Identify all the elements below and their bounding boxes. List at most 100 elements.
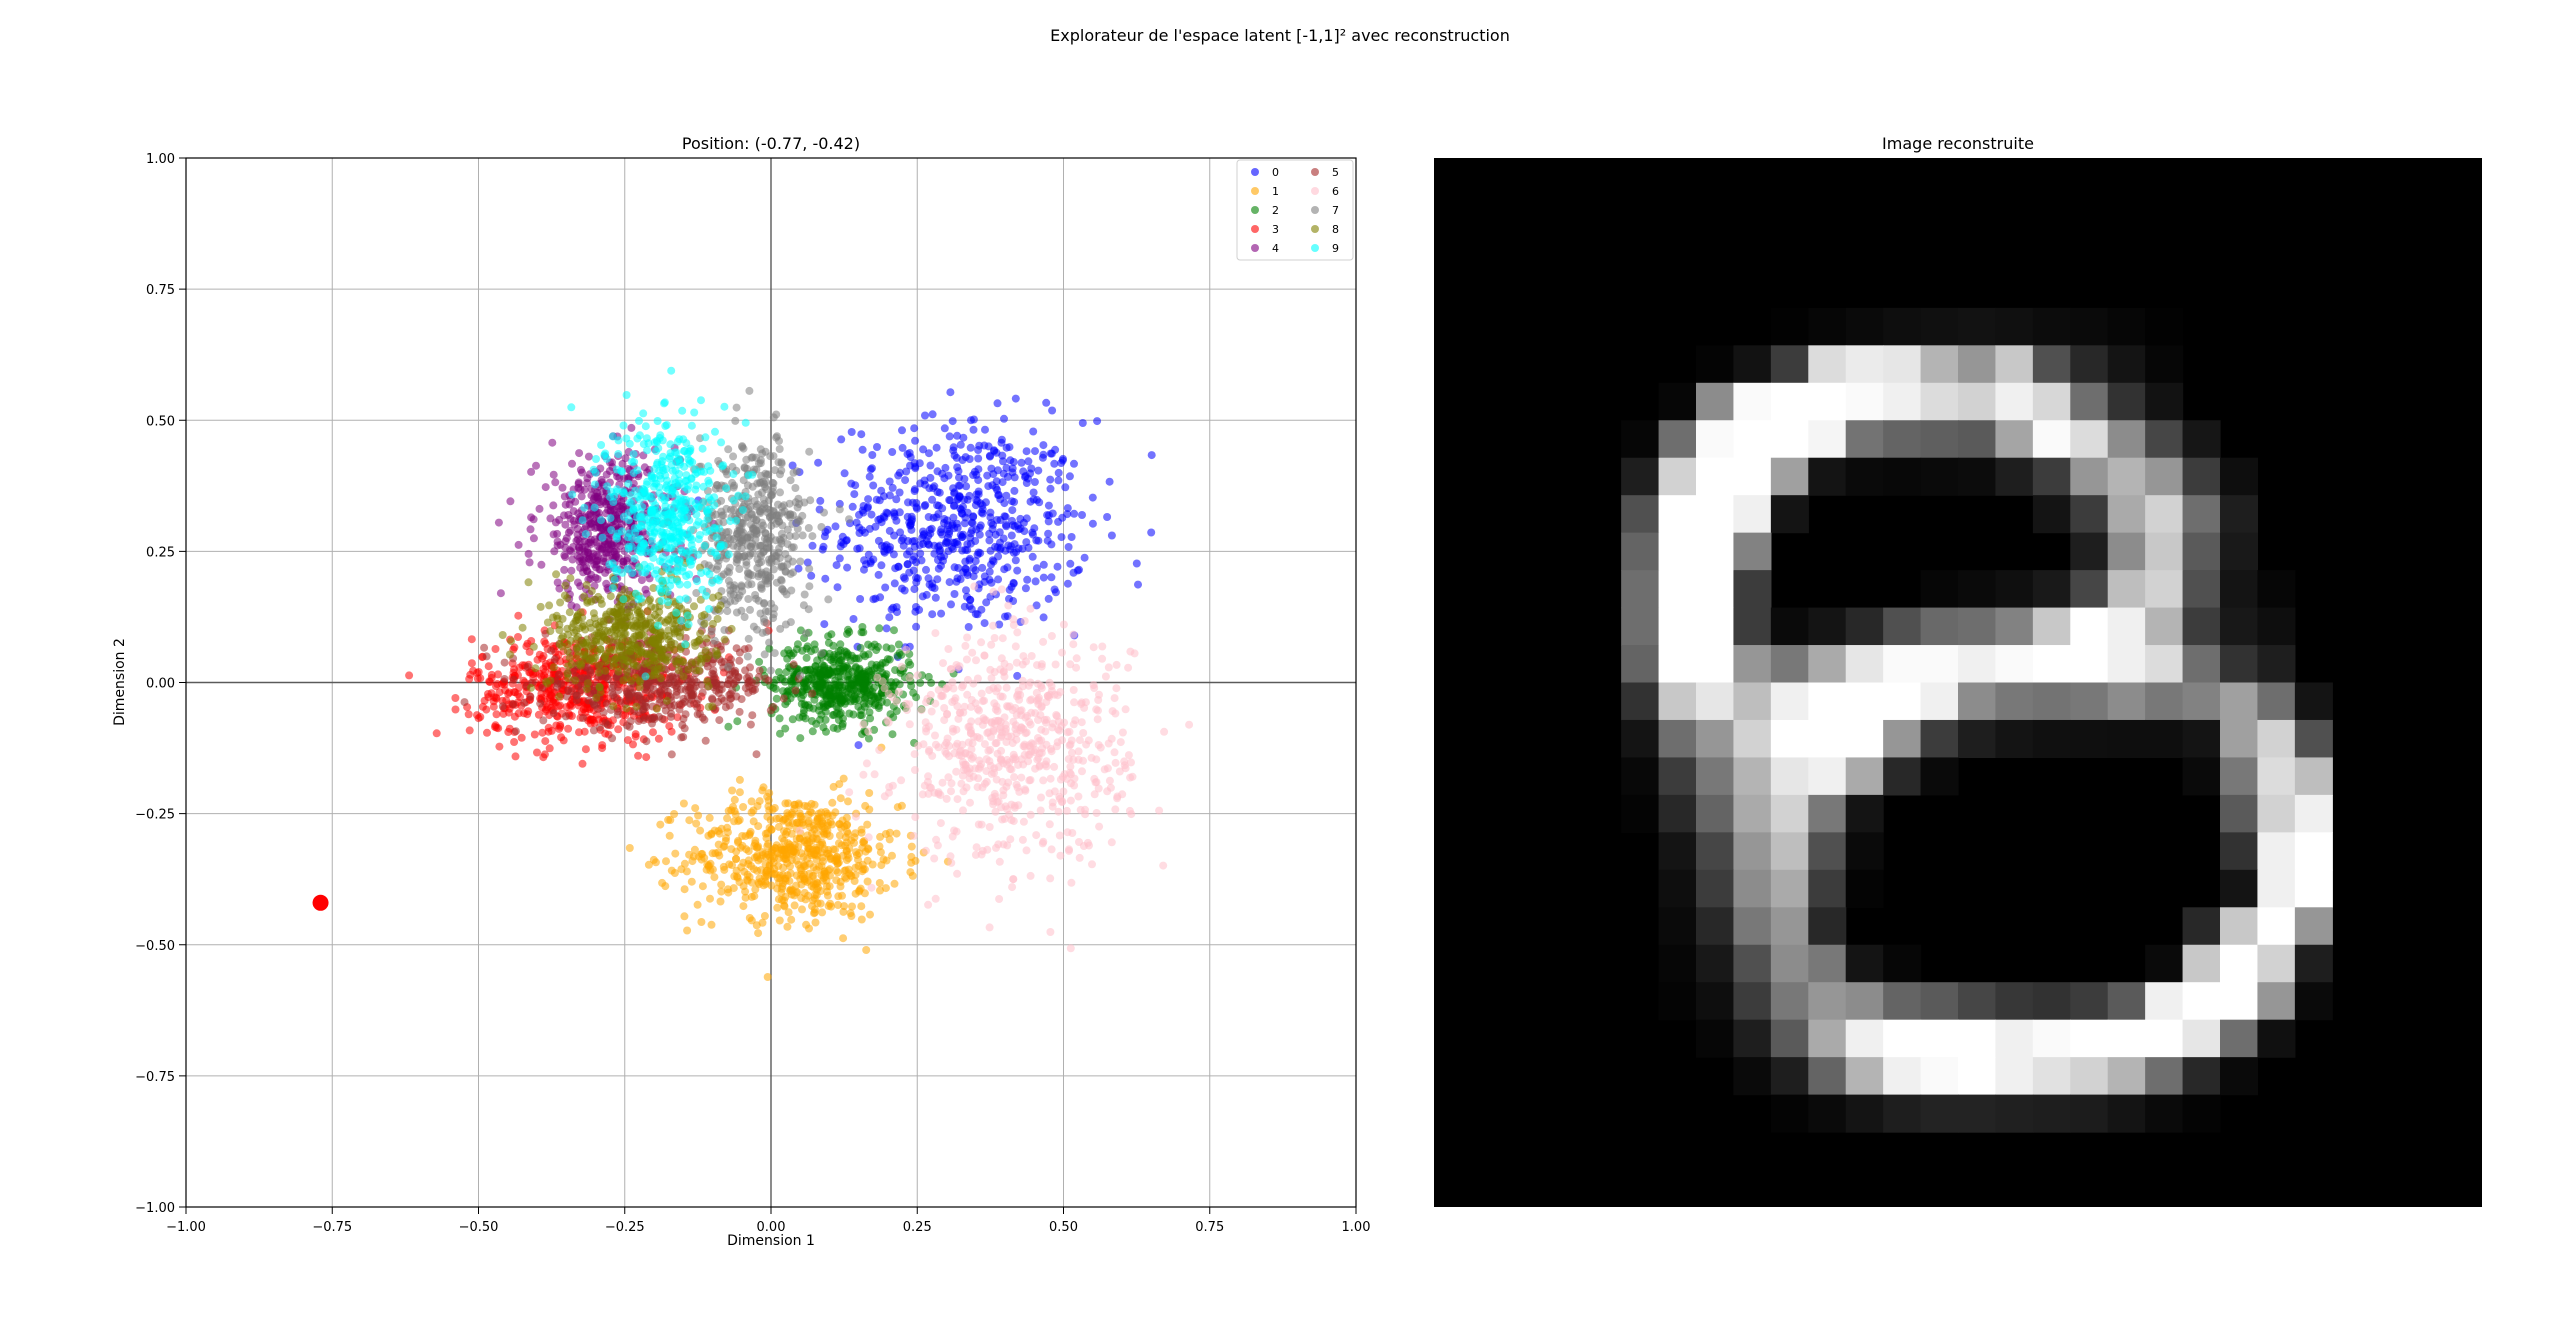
point-digit-1 [730,795,739,804]
point-digit-8 [708,619,717,628]
point-digit-8 [676,632,684,641]
point-digit-2 [801,666,810,675]
point-digit-1 [778,896,786,905]
point-digit-5 [755,666,764,675]
point-digit-0 [1044,501,1053,510]
point-digit-1 [841,873,849,882]
point-digit-0 [1032,536,1041,545]
point-digit-0 [978,563,987,572]
point-digit-0 [899,541,908,550]
point-digit-8 [587,587,596,595]
point-digit-6 [1092,809,1101,817]
point-digit-1 [812,866,821,874]
point-digit-7 [824,595,833,604]
point-digit-0 [1132,559,1141,568]
point-digit-0 [1147,451,1156,460]
point-digit-0 [1044,594,1053,603]
scatter-axes[interactable]: −1.00 −0.75 −0.50 −0.25 0.00 0.25 0.50 0.75 1.00… [112,134,1370,1249]
point-digit-1 [761,829,770,838]
point-digit-2 [897,650,906,659]
point-digit-0 [1057,459,1066,467]
point-digit-4 [567,601,576,610]
point-digit-0 [1078,511,1086,519]
point-digit-6 [974,774,983,783]
point-digit-6 [1121,705,1130,714]
point-digit-0 [843,563,852,572]
point-digit-6 [992,843,1000,852]
point-digit-0 [803,558,812,567]
point-digit-0 [985,536,994,545]
point-digit-2 [866,714,875,723]
point-digit-2 [788,715,797,724]
point-digit-3 [598,741,607,750]
point-digit-8 [606,592,615,601]
point-digit-0 [1022,538,1031,547]
point-digit-1 [907,842,916,851]
point-digit-6 [1047,747,1056,756]
point-digit-0 [1006,456,1015,465]
point-digit-7 [732,608,741,617]
point-digit-2 [808,727,817,736]
point-digit-0 [963,495,972,504]
point-digit-1 [741,893,750,902]
point-digit-7 [791,532,800,541]
point-digit-8 [613,603,622,612]
point-digit-1 [828,811,837,820]
point-digit-0 [1017,458,1026,467]
point-digit-6 [1066,796,1075,805]
point-digit-0 [1147,528,1156,537]
scatter-points [405,366,1194,981]
point-digit-1 [776,843,785,852]
point-digit-8 [546,627,555,636]
point-digit-7 [751,542,760,551]
point-digit-6 [905,673,914,682]
point-digit-1 [893,803,902,812]
point-digit-1 [863,877,872,886]
point-digit-6 [1020,750,1029,759]
point-digit-0 [920,502,929,510]
point-digit-6 [924,772,933,781]
point-digit-6 [973,733,982,741]
point-digit-1 [784,908,793,917]
point-digit-2 [821,707,830,716]
point-digit-0 [1088,519,1097,528]
point-digit-0 [928,410,937,419]
point-digit-1 [765,824,774,832]
point-digit-1 [835,839,843,848]
point-digit-8 [664,616,673,625]
point-digit-6 [944,645,953,653]
point-digit-1 [690,845,699,854]
point-digit-3 [487,670,496,679]
point-digit-6 [1077,698,1086,707]
point-digit-1 [775,916,784,925]
point-digit-2 [796,734,805,743]
point-digit-4 [593,556,602,565]
point-digit-5 [737,695,746,704]
point-digit-0 [1008,468,1017,477]
point-digit-6 [950,696,959,705]
point-digit-0 [952,453,961,462]
point-digit-7 [770,604,779,613]
point-digit-1 [688,857,697,866]
point-digit-5 [567,687,576,696]
point-digit-5 [561,712,570,721]
point-digit-1 [839,907,848,916]
point-digit-5 [695,709,704,718]
point-digit-6 [931,699,940,708]
point-digit-1 [715,829,724,838]
point-digit-4 [537,560,546,569]
point-digit-6 [925,746,934,754]
point-digit-2 [870,664,879,673]
point-digit-0 [905,547,914,556]
point-digit-1 [839,774,848,783]
point-digit-0 [879,512,888,521]
point-digit-5 [741,684,750,693]
point-digit-8 [712,647,721,655]
point-digit-2 [784,646,793,654]
point-digit-6 [1026,604,1035,613]
point-digit-5 [460,698,469,707]
point-digit-5 [752,750,761,759]
point-digit-5 [639,705,648,714]
point-digit-8 [632,702,641,711]
point-digit-1 [780,902,789,911]
